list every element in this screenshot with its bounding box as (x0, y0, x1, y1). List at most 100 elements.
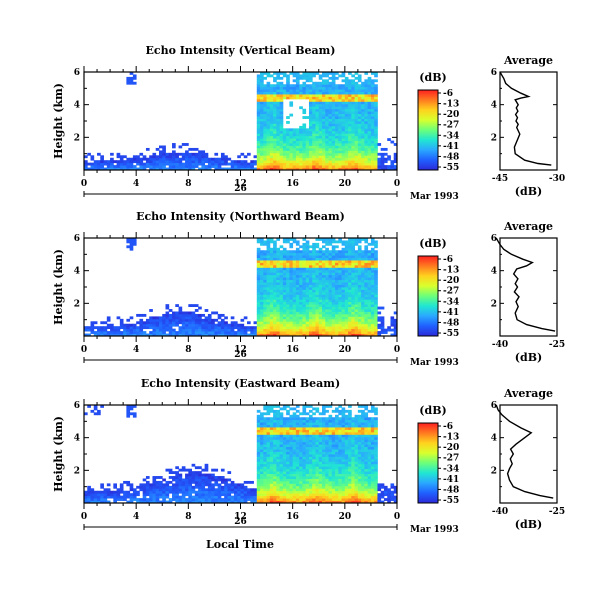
heatmap-cell (380, 328, 385, 332)
heatmap-cell (348, 121, 352, 124)
heatmap-cell (354, 94, 359, 97)
heatmap-cell (351, 262, 356, 266)
heatmap-cell (273, 96, 277, 100)
heatmap-cell (315, 454, 320, 457)
heatmap-cell (348, 106, 352, 110)
heatmap-cell (224, 331, 228, 334)
heatmap-cell (165, 488, 170, 492)
heatmap-cell (250, 480, 254, 484)
heatmap-cell (269, 111, 274, 115)
heatmap-cell (269, 405, 274, 408)
heatmap-cell (348, 143, 352, 146)
heatmap-cell (361, 284, 365, 288)
heatmap-cell (269, 284, 274, 288)
heatmap-cell (256, 272, 261, 276)
heatmap-cell (175, 500, 179, 504)
heatmap-cell (364, 326, 369, 330)
heatmap-cell (341, 162, 346, 166)
heatmap-cell (312, 72, 316, 75)
heatmap-cell (152, 152, 157, 156)
heatmap-cell (318, 103, 323, 107)
heatmap-cell (302, 473, 307, 477)
heatmap-cell (269, 152, 274, 156)
heatmap-cell (266, 128, 271, 132)
heatmap-cell (354, 304, 359, 307)
heatmap-cell (351, 311, 356, 315)
heatmap-cell (201, 480, 206, 484)
heatmap-cell (168, 318, 173, 322)
heatmap-cell (269, 451, 274, 455)
heatmap-cell (227, 498, 232, 501)
heatmap-cell (273, 424, 277, 428)
heatmap-cell (113, 493, 117, 497)
heatmap-cell (341, 328, 346, 332)
heatmap-cell (344, 106, 349, 110)
heatmap-cell (357, 255, 362, 258)
heatmap-cell (194, 152, 199, 156)
heatmap-cell (335, 304, 339, 307)
heatmap-cell (158, 331, 163, 334)
heatmap-cell (341, 318, 346, 322)
heatmap-cell (357, 257, 362, 261)
heatmap-cell (361, 260, 365, 263)
heatmap-cell (149, 165, 153, 168)
heatmap-cell (351, 257, 356, 261)
heatmap-cell (178, 488, 183, 492)
heatmap-cell (256, 485, 261, 489)
heatmap-cell (256, 260, 261, 263)
heatmap-cell (100, 483, 104, 487)
heatmap-cell (364, 140, 369, 144)
heatmap-cell (191, 311, 196, 315)
heatmap-cell (302, 167, 307, 171)
heatmap-cell (260, 98, 264, 102)
heatmap-cell (305, 167, 310, 171)
heatmap-cell (243, 500, 248, 504)
heatmap-cell (84, 412, 88, 416)
heatmap-cell (266, 299, 271, 303)
heatmap-cell (315, 287, 320, 290)
heatmap-cell (188, 147, 192, 151)
heatmap-cell (308, 451, 313, 455)
heatmap-cell (273, 429, 277, 433)
heatmap-cell (357, 79, 362, 83)
heatmap-cell (149, 483, 153, 487)
heatmap-cell (344, 296, 349, 300)
heatmap-cell (194, 498, 199, 501)
heatmap-cell (361, 101, 365, 105)
heatmap-cell (335, 252, 339, 256)
heatmap-cell (322, 133, 326, 137)
heatmap-cell (299, 279, 303, 283)
heatmap-cell (305, 498, 310, 501)
heatmap-cell (357, 260, 362, 263)
heatmap-cell (361, 301, 365, 305)
heatmap-cell (126, 405, 131, 408)
heatmap-cell (295, 434, 300, 438)
heatmap-cell (295, 419, 300, 423)
heatmap-cell (289, 264, 294, 268)
heatmap-cell (393, 152, 398, 156)
heatmap-cell (351, 101, 356, 105)
heatmap-cell (302, 260, 307, 263)
heatmap-cell (328, 260, 333, 263)
heatmap-cell (367, 108, 372, 112)
heatmap-cell (302, 272, 307, 276)
heatmap-cell (312, 91, 316, 95)
heatmap-cell (286, 84, 290, 88)
heatmap-cell (256, 282, 261, 285)
heatmap-cell (367, 294, 372, 298)
heatmap-cell (191, 488, 196, 492)
heatmap-cell (103, 160, 108, 164)
heatmap-cell (348, 108, 352, 112)
heatmap-cell (273, 157, 277, 161)
heatmap-cell (341, 157, 346, 161)
heatmap-cell (276, 269, 281, 273)
heatmap-cell (292, 468, 297, 472)
heatmap-cell (351, 247, 356, 251)
heatmap-cell (273, 331, 277, 334)
heatmap-cell (338, 108, 342, 112)
heatmap-cell (282, 86, 287, 90)
heatmap-cell (351, 289, 356, 293)
heatmap-cell (331, 76, 336, 80)
heatmap-cell (308, 140, 313, 144)
heatmap-cell (162, 165, 166, 168)
